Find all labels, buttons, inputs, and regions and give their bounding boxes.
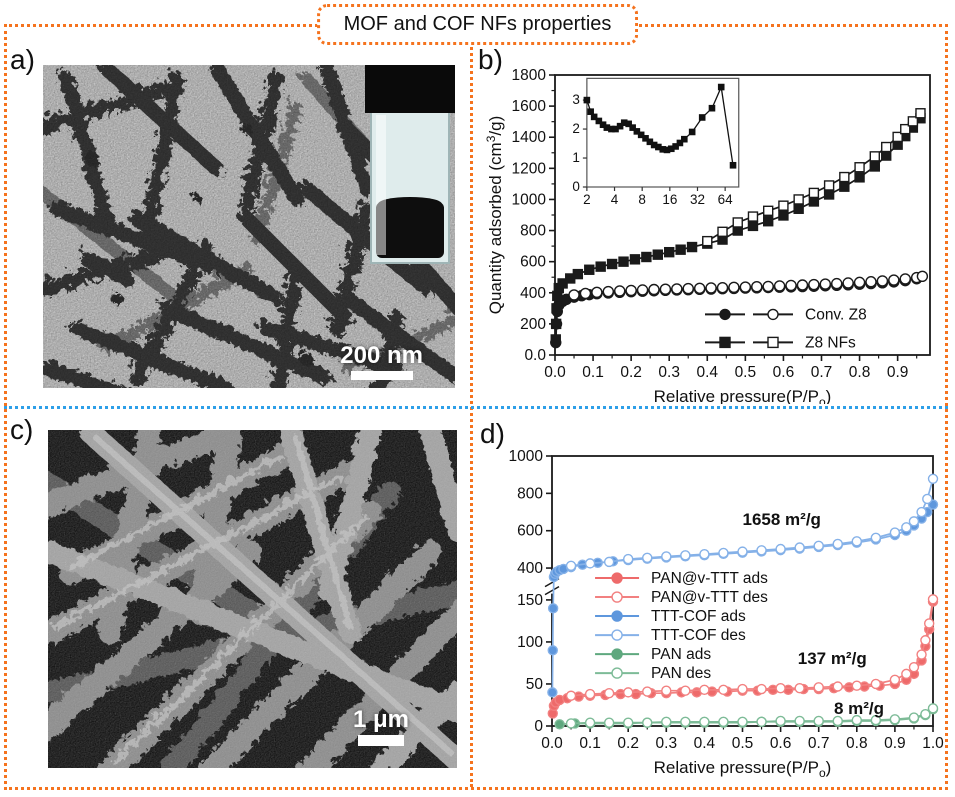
svg-text:64: 64 xyxy=(718,192,734,207)
svg-text:137 m²/g: 137 m²/g xyxy=(798,649,867,668)
svg-text:0: 0 xyxy=(534,718,543,735)
cof-isotherm-chart: 0.0 0.1 0.2 0.3 0.4 0.5 0.6 0.7 0.8 0.9 1.0 0 50 100 1… xyxy=(509,448,945,780)
scale-bar-1um: 1 μm xyxy=(353,707,409,746)
svg-text:2: 2 xyxy=(583,192,591,207)
svg-text:1000: 1000 xyxy=(512,191,547,208)
svg-text:1: 1 xyxy=(572,150,580,165)
sem-image-graphic xyxy=(48,430,457,768)
svg-text:600: 600 xyxy=(520,254,546,271)
svg-text:1658 m²/g: 1658 m²/g xyxy=(743,510,821,529)
svg-text:0.8: 0.8 xyxy=(846,735,868,752)
svg-text:150: 150 xyxy=(517,592,543,609)
tem-image-graphic xyxy=(43,65,455,388)
svg-text:PAN@v-TTT ads: PAN@v-TTT ads xyxy=(651,570,768,587)
svg-text:400: 400 xyxy=(517,560,543,577)
svg-text:Z8 NFs: Z8 NFs xyxy=(805,334,856,351)
svg-text:0.2: 0.2 xyxy=(617,735,639,752)
svg-text:Conv. Z8: Conv. Z8 xyxy=(805,306,867,323)
svg-text:800: 800 xyxy=(520,223,546,240)
svg-text:1.0: 1.0 xyxy=(922,735,944,752)
tem-image: 200 nm xyxy=(43,65,455,388)
svg-text:8: 8 xyxy=(638,192,646,207)
svg-text:PAN@v-TTT des: PAN@v-TTT des xyxy=(651,589,768,606)
svg-text:400: 400 xyxy=(520,285,546,302)
svg-text:PAN des: PAN des xyxy=(651,665,711,682)
svg-text:0.1: 0.1 xyxy=(582,364,604,381)
svg-text:0.2: 0.2 xyxy=(620,364,642,381)
panel-d-label: d) xyxy=(480,418,505,449)
svg-text:1200: 1200 xyxy=(512,160,547,177)
svg-text:1600: 1600 xyxy=(512,98,547,115)
svg-text:0.4: 0.4 xyxy=(697,364,719,381)
panel-b-label: b) xyxy=(478,44,503,75)
svg-text:0.4: 0.4 xyxy=(694,735,716,752)
scale-bar-1um-bar xyxy=(357,735,404,746)
svg-text:TTT-COF ads: TTT-COF ads xyxy=(651,608,746,625)
panel-a-label: a) xyxy=(10,44,35,75)
svg-text:0.9: 0.9 xyxy=(884,735,906,752)
svg-text:0.1: 0.1 xyxy=(579,735,601,752)
scale-bar-200nm-text: 200 nm xyxy=(340,341,423,369)
svg-text:0.8: 0.8 xyxy=(849,364,871,381)
svg-text:0.3: 0.3 xyxy=(656,735,678,752)
svg-text:4: 4 xyxy=(611,192,619,207)
svg-text:1800: 1800 xyxy=(512,67,547,84)
svg-text:0: 0 xyxy=(572,179,580,194)
svg-text:0.0: 0.0 xyxy=(541,735,563,752)
svg-text:0.0: 0.0 xyxy=(524,347,546,364)
svg-text:1400: 1400 xyxy=(512,129,547,146)
scale-bar-200nm: 200 nm xyxy=(340,343,423,380)
sem-image: 1 μm xyxy=(48,430,457,768)
svg-text:0.5: 0.5 xyxy=(735,364,757,381)
svg-text:200: 200 xyxy=(520,316,546,333)
scale-bar-200nm-bar xyxy=(350,371,413,380)
svg-text:0.6: 0.6 xyxy=(773,364,795,381)
svg-text:0.7: 0.7 xyxy=(811,364,833,381)
svg-text:Quantity adsorbed (cm3/g): Quantity adsorbed (cm3/g) xyxy=(484,116,505,315)
svg-text:16: 16 xyxy=(662,192,677,207)
vertical-divider xyxy=(470,24,473,787)
scale-bar-1um-text: 1 μm xyxy=(352,705,409,733)
figure-title: MOF and COF NFs properties xyxy=(316,4,639,45)
svg-text:800: 800 xyxy=(517,485,543,502)
svg-text:600: 600 xyxy=(517,523,543,540)
svg-text:Relative pressure(P/Po): Relative pressure(P/Po) xyxy=(654,387,832,404)
svg-text:0.3: 0.3 xyxy=(658,364,680,381)
svg-text:0.0: 0.0 xyxy=(544,364,566,381)
svg-text:PAN ads: PAN ads xyxy=(651,646,711,663)
panel-c-label: c) xyxy=(10,414,34,445)
svg-text:0.6: 0.6 xyxy=(770,735,792,752)
svg-text:0.7: 0.7 xyxy=(808,735,830,752)
svg-text:0.9: 0.9 xyxy=(887,364,909,381)
svg-text:8 m²/g: 8 m²/g xyxy=(834,699,884,718)
svg-text:32: 32 xyxy=(690,192,705,207)
svg-text:Relative pressure(P/Po): Relative pressure(P/Po) xyxy=(654,758,832,780)
svg-text:0.5: 0.5 xyxy=(732,735,754,752)
horizontal-divider xyxy=(4,406,948,409)
svg-text:1000: 1000 xyxy=(509,448,544,465)
svg-text:2: 2 xyxy=(572,121,580,136)
svg-text:100: 100 xyxy=(517,634,543,651)
z8-isotherm-chart: 0.0 0.1 0.2 0.3 0.4 0.5 0.6 0.7 0.8 0.9 0.0 200 400 6… xyxy=(484,67,931,404)
svg-text:3: 3 xyxy=(572,92,580,107)
svg-text:TTT-COF des: TTT-COF des xyxy=(651,627,746,644)
svg-text:50: 50 xyxy=(526,676,544,693)
sample-vial xyxy=(365,65,455,264)
